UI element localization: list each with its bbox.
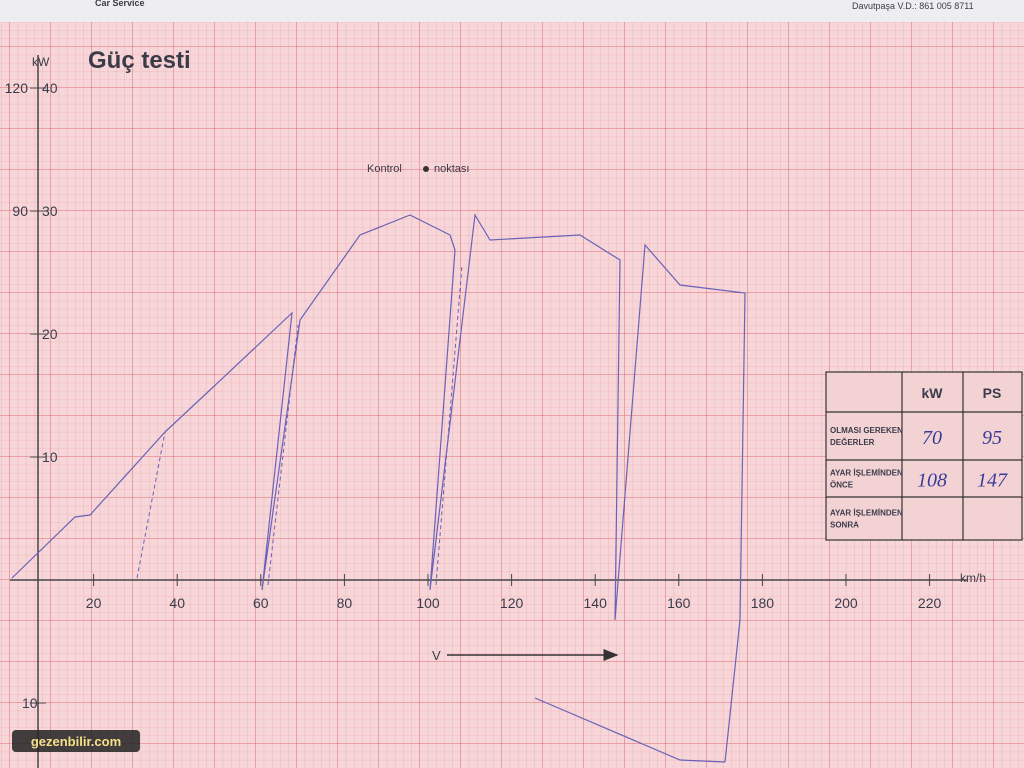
control-label: noktası — [434, 163, 469, 175]
watermark-bg — [12, 730, 140, 752]
y-tick-label: 10 — [42, 449, 58, 465]
power-curve-dashed — [136, 264, 463, 586]
watermark: gezenbilir.com — [31, 734, 121, 749]
y-tick-label: 30 — [42, 203, 58, 219]
table-header: PS — [983, 385, 1002, 401]
row-label: DEĞERLER — [830, 438, 875, 447]
row-label: SONRA — [830, 521, 859, 530]
control-dot — [423, 166, 429, 172]
power-curve — [11, 213, 746, 763]
y-tick-label: 10 — [22, 695, 38, 711]
x-tick-label: 40 — [169, 595, 185, 611]
x-tick-label: 140 — [584, 595, 608, 611]
x-tick-label: 80 — [337, 595, 353, 611]
x-tick-label: 160 — [667, 595, 691, 611]
x-tick-label: 200 — [834, 595, 858, 611]
ps-tick-label: 90 — [12, 203, 28, 219]
x-unit: km/h — [960, 571, 986, 585]
x-tick-label: 60 — [253, 595, 269, 611]
header-strip — [0, 0, 1024, 22]
result-table — [825, 371, 1023, 541]
y-tick-label: 20 — [42, 326, 58, 342]
address: Davutpaşa V.D.: 861 005 8711 — [852, 1, 974, 11]
kw-value: 70 — [922, 427, 942, 449]
table-header: kW — [922, 385, 944, 401]
brand: Car Service — [95, 0, 145, 8]
row-label: AYAR İŞLEMİNDEN — [830, 469, 903, 478]
ps-value: 147 — [977, 470, 1008, 492]
ps-tick-label: 120 — [5, 80, 29, 96]
x-tick-label: 220 — [918, 595, 942, 611]
y-unit: kW — [32, 55, 50, 69]
v-label: V — [432, 648, 441, 663]
y-tick-label: 40 — [42, 80, 58, 96]
row-label: OLMASI GEREKEN — [830, 426, 903, 435]
x-tick-label: 100 — [416, 595, 440, 611]
ps-value: 95 — [982, 427, 1002, 449]
title: Güç testi — [88, 47, 191, 74]
x-tick-label: 120 — [500, 595, 524, 611]
x-tick-label: 20 — [86, 595, 102, 611]
row-label: AYAR İŞLEMİNDEN — [830, 509, 903, 518]
control-label: Kontrol — [367, 163, 402, 175]
kw-value: 108 — [917, 470, 947, 492]
row-label: ÖNCE — [830, 481, 854, 490]
x-tick-label: 180 — [751, 595, 775, 611]
